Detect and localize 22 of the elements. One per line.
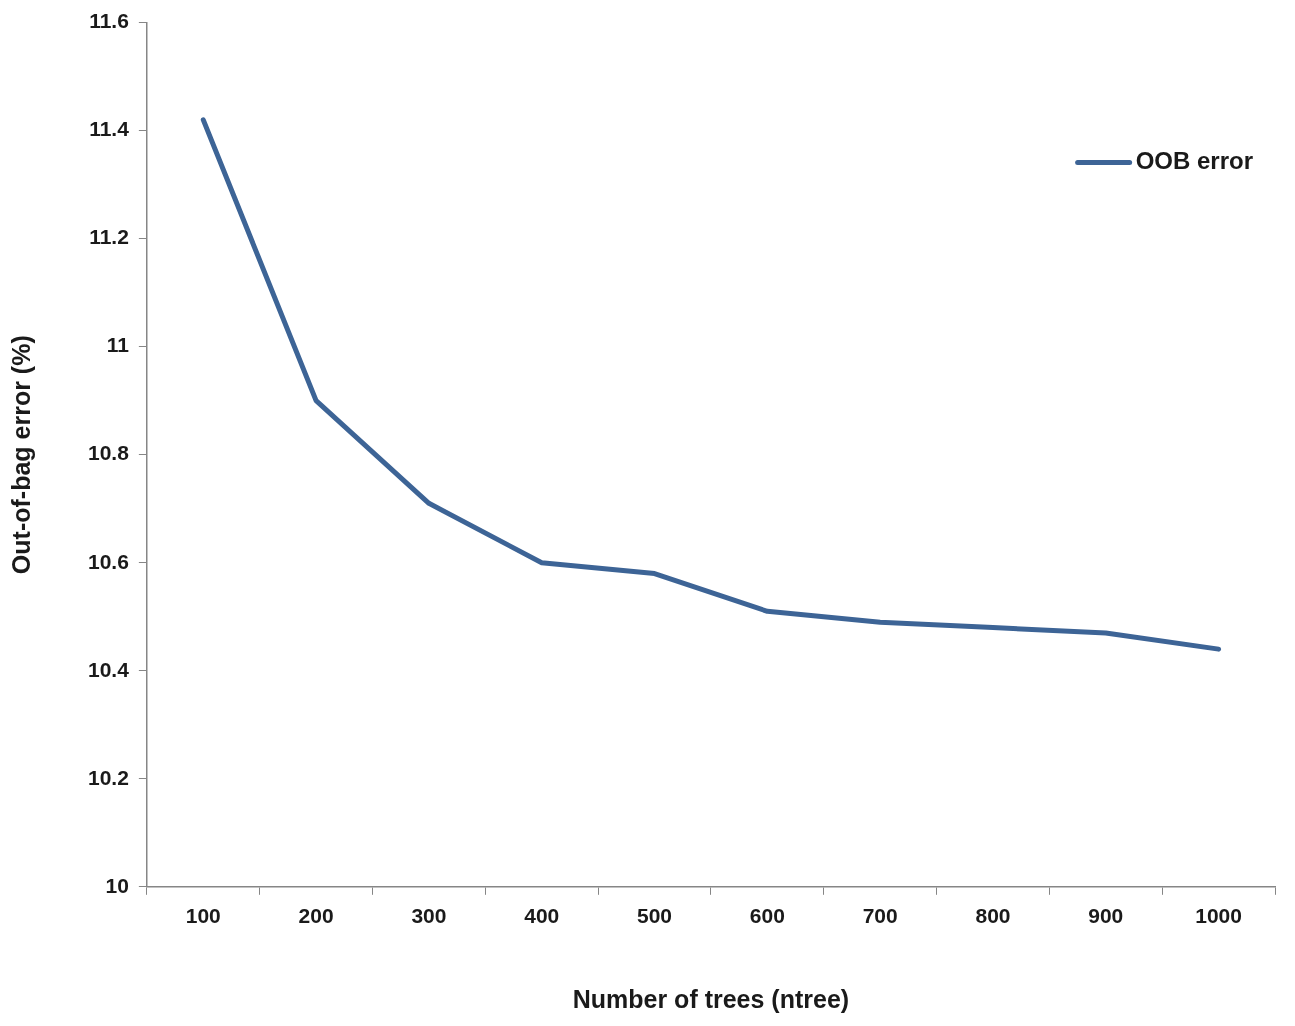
y-tick-label: 10.4 (88, 657, 130, 681)
x-tick-label: 700 (862, 904, 898, 928)
y-tick-label: 11.2 (89, 225, 129, 249)
x-axis-title: Number of trees (ntree) (572, 984, 850, 1013)
x-tick-label: 200 (298, 904, 334, 928)
y-tick-label: 10 (105, 873, 129, 897)
x-tick-label: 800 (975, 904, 1011, 928)
x-tick-label: 1000 (1195, 904, 1242, 928)
legend-label: OOB error (1135, 147, 1254, 175)
y-axis-title: Out-of-bag error (%) (6, 335, 35, 575)
y-tick-label: 11 (106, 333, 130, 357)
x-tick-label: 400 (524, 904, 560, 928)
x-tick-label: 500 (637, 904, 673, 928)
y-tick-label: 11.4 (89, 117, 130, 141)
x-tick-label: 100 (185, 904, 221, 928)
y-tick-label: 10.8 (88, 441, 130, 465)
x-tick-label: 600 (749, 904, 785, 928)
y-tick-label: 10.6 (88, 549, 129, 573)
y-tick-label: 11.6 (89, 9, 129, 33)
x-tick-label: 900 (1088, 904, 1124, 928)
x-tick-label: 300 (411, 904, 447, 928)
y-tick-label: 10.2 (88, 765, 129, 789)
